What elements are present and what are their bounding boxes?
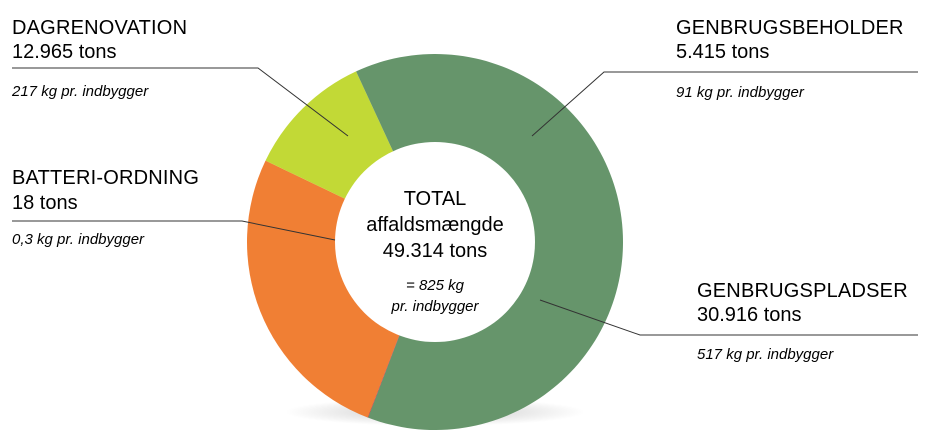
center-subtitle: affaldsmængde — [366, 214, 504, 236]
leader-line-genbrugsbeholder — [531, 71, 918, 137]
label-name-dagrenovation: DAGRENOVATION — [12, 17, 187, 39]
label-kg-genbrugsbeholder: 91 kg pr. indbygger — [676, 84, 805, 101]
center-total-label: TOTAL — [404, 188, 467, 210]
label-name-genbrugsbeholder: GENBRUGSBEHOLDER — [676, 17, 904, 39]
label-name-batteri-ordning: BATTERI-ORDNING — [12, 167, 199, 189]
label-tons-batteri-ordning: 18 tons — [12, 192, 78, 214]
label-name-genbrugspladser: GENBRUGSPLADSER — [697, 280, 908, 302]
leader-line-dagrenovation — [12, 67, 349, 137]
leader-line-batteri-ordning — [12, 220, 336, 241]
label-kg-batteri-ordning: 0,3 kg pr. indbygger — [12, 231, 145, 248]
center-total-value: 49.314 tons — [383, 240, 488, 262]
leader-line-genbrugspladser — [539, 299, 918, 336]
label-tons-genbrugsbeholder: 5.415 tons — [676, 41, 769, 63]
label-kg-dagrenovation: 217 kg pr. indbygger — [11, 83, 149, 100]
leader-lines — [12, 67, 918, 336]
label-kg-genbrugspladser: 517 kg pr. indbygger — [697, 346, 834, 363]
center-per-capita-unit: pr. indbygger — [391, 298, 480, 315]
label-tons-dagrenovation: 12.965 tons — [12, 41, 117, 63]
label-tons-genbrugspladser: 30.916 tons — [697, 304, 802, 326]
center-per-capita: = 825 kg — [406, 277, 465, 294]
donut-hole — [335, 142, 535, 342]
